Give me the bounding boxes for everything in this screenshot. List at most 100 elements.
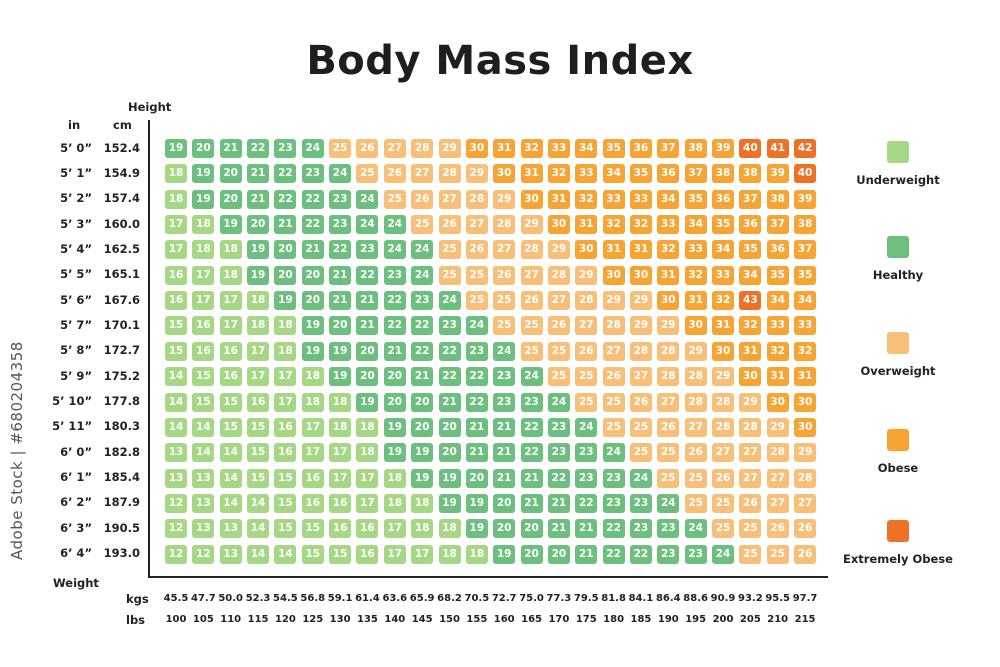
bmi-cell: 29 — [739, 392, 762, 412]
bmi-cell: 16 — [329, 493, 352, 513]
col-label-kgs: 97.7 — [792, 593, 818, 604]
bmi-cell: 25 — [493, 291, 516, 311]
bmi-cell: 18 — [329, 392, 352, 412]
x-axis-line — [148, 576, 828, 578]
bmi-cell: 34 — [602, 164, 625, 184]
bmi-cell: 18 — [247, 316, 270, 336]
bmi-cell: 20 — [247, 215, 270, 235]
y-axis-line — [148, 120, 150, 578]
bmi-cell: 27 — [520, 265, 543, 285]
bmi-cell: 34 — [794, 291, 817, 311]
bmi-cell: 31 — [766, 367, 789, 387]
bmi-cell: 25 — [629, 443, 652, 463]
bmi-cell: 23 — [493, 392, 516, 412]
bmi-cell: 29 — [766, 417, 789, 437]
bmi-cell: 24 — [657, 493, 680, 513]
bmi-cell: 18 — [219, 265, 242, 285]
col-label-lbs: 215 — [794, 614, 816, 625]
col-label-kgs: 65.9 — [409, 593, 435, 604]
bmi-cell: 30 — [493, 164, 516, 184]
bmi-cell: 23 — [520, 392, 543, 412]
bmi-cell: 33 — [602, 189, 625, 209]
bmi-cell: 19 — [192, 189, 215, 209]
bmi-cell: 21 — [329, 265, 352, 285]
row-label-cm: 152.4 — [103, 140, 140, 155]
bmi-cell: 20 — [493, 519, 516, 539]
bmi-cell: 14 — [165, 392, 187, 412]
col-label-lbs: 115 — [247, 614, 269, 625]
bmi-cell: 35 — [739, 240, 762, 260]
col-label-lbs: 100 — [165, 614, 187, 625]
bmi-cell: 15 — [301, 544, 324, 564]
bmi-cell: 38 — [739, 164, 762, 184]
bmi-cell: 31 — [657, 265, 680, 285]
bmi-cell: 24 — [438, 291, 461, 311]
row-label-in: 6’ 4” — [60, 546, 92, 561]
bmi-cell: 24 — [383, 240, 406, 260]
bmi-cell: 14 — [247, 544, 270, 564]
bmi-cell: 20 — [219, 164, 242, 184]
bmi-cell: 16 — [219, 367, 242, 387]
bmi-cell: 25 — [684, 468, 707, 488]
col-label-lbs: 125 — [302, 614, 324, 625]
bmi-cell: 25 — [547, 341, 570, 361]
col-label-lbs: 160 — [493, 614, 515, 625]
bmi-cell: 23 — [438, 316, 461, 336]
bmi-cell: 28 — [684, 367, 707, 387]
bmi-cell: 30 — [657, 291, 680, 311]
bmi-cell: 38 — [766, 189, 789, 209]
row-label-in: 5’ 4” — [60, 241, 92, 256]
bmi-cell: 25 — [547, 367, 570, 387]
bmi-cell: 31 — [493, 139, 516, 158]
bmi-cell: 15 — [247, 468, 270, 488]
bmi-cell: 32 — [629, 215, 652, 235]
bmi-cell: 19 — [301, 316, 324, 336]
bmi-cell: 24 — [547, 392, 570, 412]
bmi-cell: 19 — [383, 443, 406, 463]
bmi-cell: 25 — [438, 240, 461, 260]
bmi-cell: 27 — [547, 291, 570, 311]
bmi-cell: 21 — [520, 468, 543, 488]
bmi-cell: 34 — [739, 265, 762, 285]
bmi-cell: 18 — [219, 240, 242, 260]
bmi-cell: 23 — [547, 417, 570, 437]
bmi-cell: 18 — [301, 367, 324, 387]
bmi-cell: 24 — [493, 341, 516, 361]
row-label-cm: 157.4 — [103, 191, 140, 206]
bmi-cell: 23 — [356, 240, 379, 260]
bmi-cell: 28 — [657, 341, 680, 361]
col-label-kgs: 59.1 — [327, 593, 353, 604]
bmi-cell: 32 — [657, 240, 680, 260]
bmi-cell: 21 — [520, 493, 543, 513]
row-label-cm: 185.4 — [103, 470, 140, 485]
bmi-cell: 26 — [438, 215, 461, 235]
bmi-cell: 24 — [411, 240, 434, 260]
bmi-cell: 14 — [247, 519, 270, 539]
col-label-kgs: 47.7 — [191, 593, 216, 604]
bmi-cell: 18 — [383, 493, 406, 513]
bmi-cell: 24 — [520, 367, 543, 387]
bmi-cell: 18 — [438, 519, 461, 539]
bmi-cell: 19 — [274, 291, 297, 311]
bmi-cell: 27 — [411, 164, 434, 184]
bmi-cell: 12 — [165, 519, 187, 539]
bmi-cell: 26 — [411, 189, 434, 209]
bmi-cell: 26 — [575, 341, 598, 361]
row-label-cm: 160.0 — [103, 216, 140, 231]
bmi-cell: 28 — [411, 139, 434, 158]
bmi-cell: 24 — [684, 519, 707, 539]
bmi-cell: 21 — [575, 519, 598, 539]
bmi-cell: 33 — [629, 189, 652, 209]
bmi-cell: 15 — [274, 493, 297, 513]
bmi-cell: 24 — [712, 544, 734, 564]
bmi-cell: 36 — [629, 139, 652, 158]
bmi-cell: 18 — [411, 519, 434, 539]
bmi-cell: 28 — [547, 265, 570, 285]
bmi-cell: 22 — [629, 544, 652, 564]
bmi-cell: 20 — [356, 341, 379, 361]
bmi-cell: 21 — [547, 493, 570, 513]
bmi-cell: 15 — [192, 367, 215, 387]
col-label-lbs: 210 — [767, 614, 789, 625]
bmi-cell: 33 — [712, 265, 734, 285]
row-label-in: 6’ 1” — [60, 470, 92, 485]
